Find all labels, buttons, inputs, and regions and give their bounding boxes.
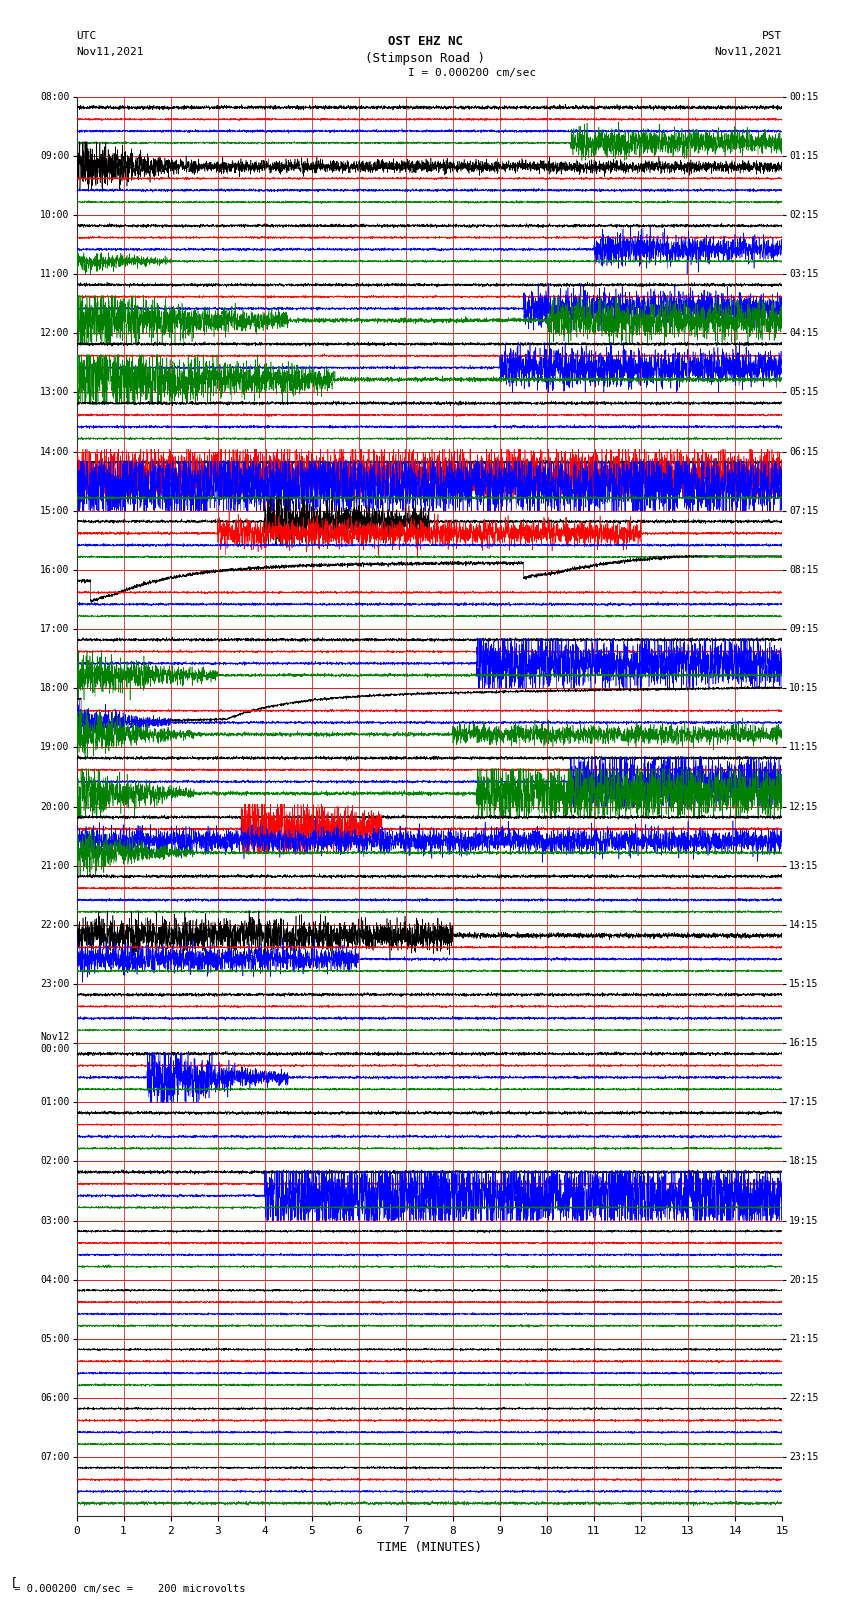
Text: Nov11,2021: Nov11,2021 (76, 47, 144, 56)
Text: UTC: UTC (76, 31, 97, 40)
Text: = 0.000200 cm/sec =    200 microvolts: = 0.000200 cm/sec = 200 microvolts (8, 1584, 246, 1594)
Text: PST: PST (762, 31, 782, 40)
Text: OST EHZ NC: OST EHZ NC (388, 35, 462, 48)
Text: Nov11,2021: Nov11,2021 (715, 47, 782, 56)
Text: I = 0.000200 cm/sec: I = 0.000200 cm/sec (408, 68, 536, 77)
X-axis label: TIME (MINUTES): TIME (MINUTES) (377, 1542, 482, 1555)
Text: ]: ] (7, 1574, 14, 1587)
Text: (Stimpson Road ): (Stimpson Road ) (365, 52, 485, 65)
